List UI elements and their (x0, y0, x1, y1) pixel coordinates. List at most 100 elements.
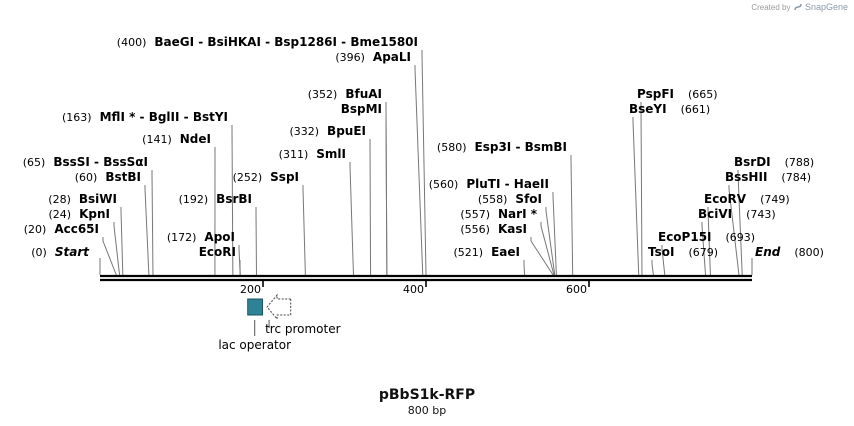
site-label: (521) EaeI (454, 245, 521, 259)
site-connector (707, 207, 711, 276)
site-label: (311) SmlI (279, 147, 346, 161)
site-position: (693) (726, 231, 756, 244)
site-enzyme-name: BsrBI (216, 192, 252, 206)
site-connector (540, 222, 555, 276)
site-position: (665) (688, 88, 718, 101)
site-connector (385, 117, 388, 276)
site-label: (396) ApaLI (335, 50, 411, 64)
site-connector (632, 117, 640, 276)
site-connector (651, 260, 654, 276)
site-enzyme-name: BseYI (629, 102, 667, 116)
site-connector (570, 155, 574, 276)
site-label: (172) ApoI (167, 230, 235, 244)
axis-tick-label: 400 (403, 283, 424, 296)
site-label: (28) BsiWI (48, 192, 117, 206)
site-position: (400) (117, 36, 147, 49)
site-connector (421, 50, 427, 276)
plasmid-name: pBbS1k-RFP (378, 387, 476, 403)
site-enzyme-name: Esp3I - BsmBI (475, 140, 567, 154)
site-position: (28) (48, 193, 71, 206)
site-position: (192) (179, 193, 209, 206)
site-connector (640, 102, 643, 276)
site-enzyme-name: BaeGI - BsiHKAI - Bsp1286I - Bme1580I (154, 35, 418, 49)
site-position: (352) (308, 88, 338, 101)
site-enzyme-name: MflI * - BglII - BstYI (100, 110, 228, 124)
site-enzyme-name: ApaLI (373, 50, 411, 64)
site-enzyme-name: Acc65I (54, 222, 99, 236)
site-label: (65) BssSI - BssSαI (23, 155, 148, 169)
site-label: EcoRV (749) (704, 192, 790, 206)
site-connector (701, 222, 707, 276)
site-label: (20) Acc65I (24, 222, 99, 236)
site-enzyme-name: BsiWI (79, 192, 117, 206)
trc-promoter-arrow (266, 293, 292, 321)
site-label: (60) BstBI (75, 170, 141, 184)
lac-operator-box (247, 298, 264, 316)
site-position: (557) (460, 208, 490, 221)
site-position: (396) (335, 51, 365, 64)
site-connector (545, 207, 556, 276)
site-position: (141) (142, 133, 172, 146)
site-label: (580) Esp3I - BsmBI (437, 140, 567, 154)
site-enzyme-name: SmlI (316, 147, 346, 161)
credit-prefix: Created by (751, 3, 791, 12)
site-position: (252) (233, 171, 263, 184)
site-connector (737, 170, 743, 276)
site-position: (172) (167, 231, 197, 244)
site-label: (352) BfuAI (308, 87, 382, 101)
site-label: (332) BpuEI (289, 124, 366, 138)
site-position: (163) (62, 111, 92, 124)
site-enzyme-name: BpuEI (327, 124, 366, 138)
site-connector (552, 192, 557, 276)
site-enzyme-name: EcoRV (704, 192, 747, 206)
site-label: (560) PluTI - HaeII (429, 177, 549, 191)
site-position: (332) (289, 125, 319, 138)
site-enzyme-name: End (755, 245, 781, 259)
site-label: BspMI (341, 102, 382, 116)
site-label: BseYI (661) (629, 102, 710, 116)
snapgene-logo-icon (793, 3, 802, 11)
site-position: (661) (681, 103, 711, 116)
site-connector (120, 207, 124, 276)
site-label: (557) NarI * (460, 207, 537, 221)
site-enzyme-name: BstBI (105, 170, 141, 184)
site-enzyme-name: PspFI (637, 87, 674, 101)
site-position: (311) (279, 148, 309, 161)
site-label: BssHII (784) (725, 170, 811, 184)
site-label: TsoI (679) (648, 245, 718, 259)
site-enzyme-name: SspI (270, 170, 299, 184)
site-enzyme-name: BsrDI (734, 155, 771, 169)
site-enzyme-name: EaeI (491, 245, 520, 259)
site-label: (0) Start (31, 245, 90, 259)
site-label: (24) KpnI (49, 207, 111, 221)
axis-tick-label: 200 (240, 283, 261, 296)
site-position: (580) (437, 141, 467, 154)
site-label: (141) NdeI (142, 132, 211, 146)
site-position: (560) (429, 178, 459, 191)
site-enzyme-name: TsoI (648, 245, 674, 259)
plasmid-length: 800 bp (407, 404, 447, 417)
site-label: (252) SspI (233, 170, 299, 184)
site-connector (414, 65, 424, 276)
site-position: (521) (454, 246, 484, 259)
site-position: (788) (785, 156, 815, 169)
site-enzyme-name: NarI * (498, 207, 538, 221)
site-label: BsrDI (788) (734, 155, 814, 169)
site-label: (400) BaeGI - BsiHKAI - Bsp1286I - Bme158… (117, 35, 418, 49)
site-label: BciVI (743) (698, 207, 776, 221)
site-label: (556) KasI (460, 222, 527, 236)
site-position: (558) (478, 193, 508, 206)
site-label: EcoP15I (693) (658, 230, 755, 244)
site-position: (65) (23, 156, 46, 169)
site-connector (231, 125, 234, 276)
site-connector (728, 185, 740, 276)
site-connector (113, 222, 121, 276)
site-label: PspFI (665) (637, 87, 718, 101)
site-enzyme-name: BssHII (725, 170, 767, 184)
site-connector (302, 185, 306, 276)
feature-label-trc-promoter: trc promoter (265, 322, 341, 336)
site-position: (24) (49, 208, 72, 221)
site-position: (0) (31, 246, 47, 259)
site-connector (530, 237, 554, 276)
site-enzyme-name: ApoI (204, 230, 235, 244)
